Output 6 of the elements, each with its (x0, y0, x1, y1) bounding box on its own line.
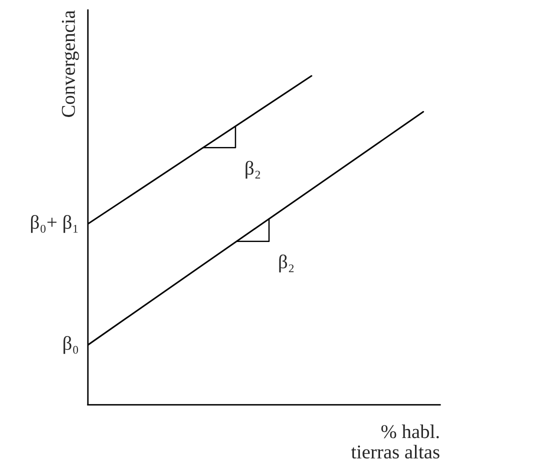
x-axis-title: % habl. tierras altas (351, 424, 440, 459)
text: β₀+ β₁ (31, 214, 78, 233)
text: β₀ (64, 336, 78, 354)
y-axis-title: Convergencia (62, 10, 79, 117)
annotation: β₂ (246, 160, 260, 179)
annotation: β₂ (279, 254, 294, 272)
